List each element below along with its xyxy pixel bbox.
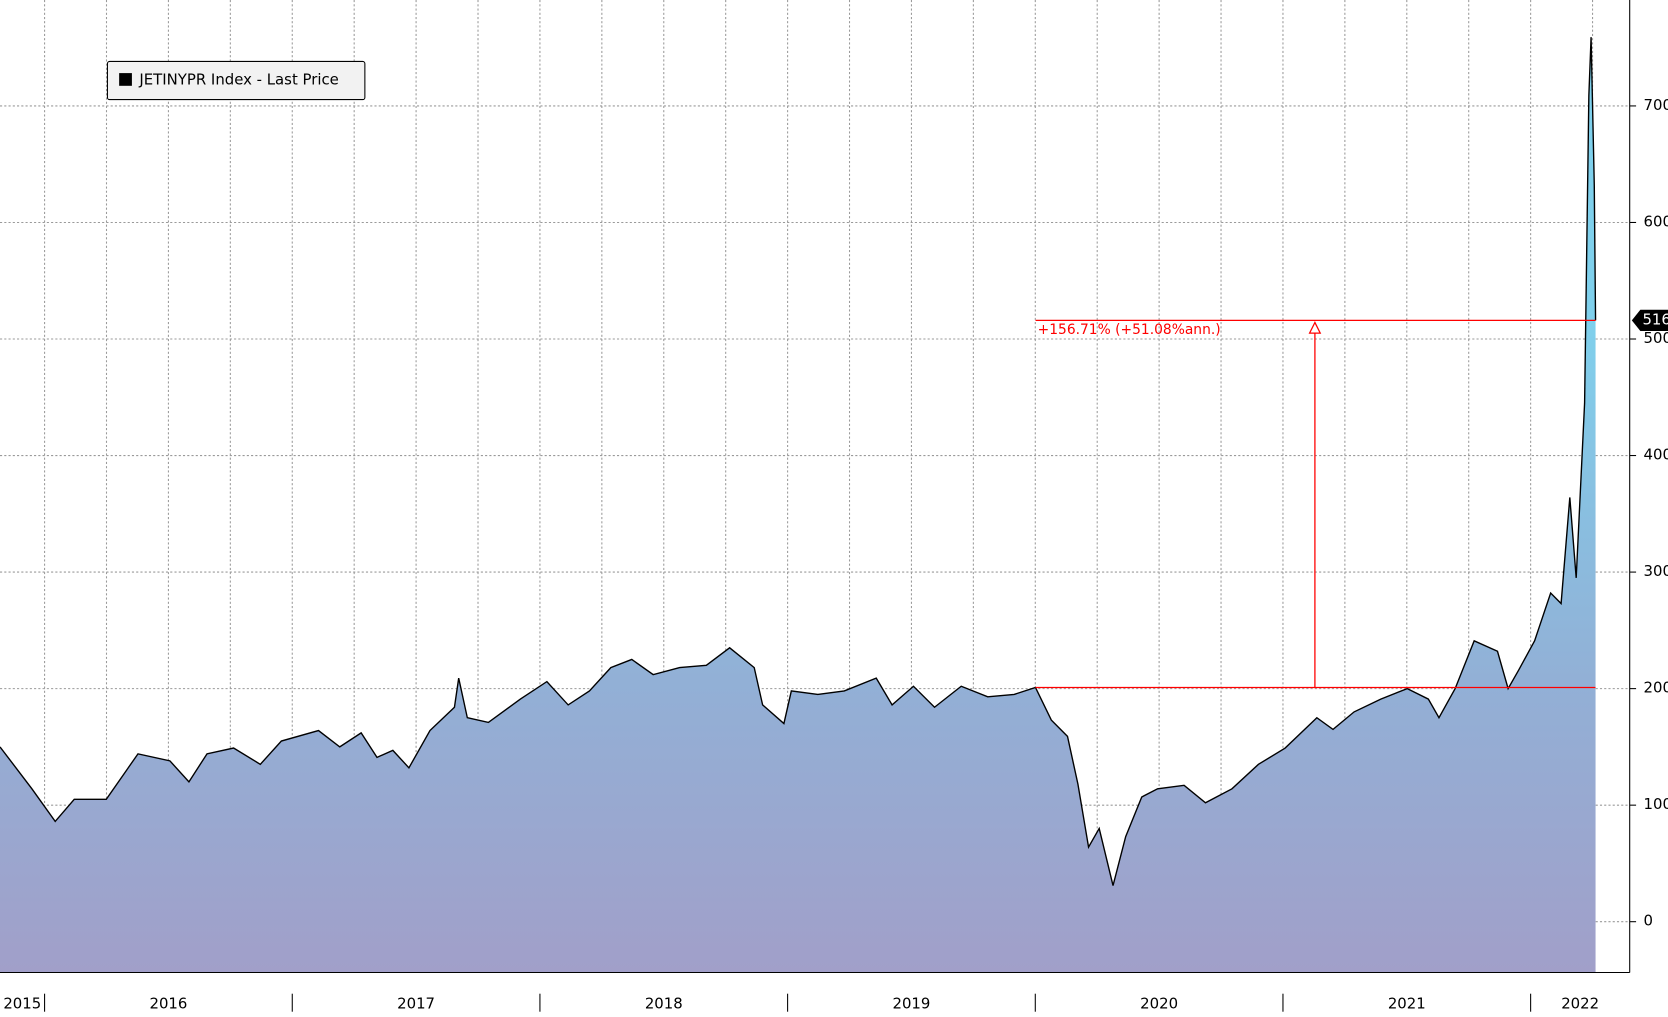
x-tick-label: 2021 (1388, 994, 1426, 1012)
annotation-arrowhead (1308, 321, 1322, 334)
x-tick-label: 2022 (1561, 994, 1599, 1012)
last-price-tag (1631, 309, 1668, 331)
x-tick-label: 2015 (3, 994, 41, 1012)
y-tick-label: 100 (1644, 795, 1668, 813)
area-fill (0, 37, 1596, 973)
y-tick-label: 0 (1644, 912, 1653, 930)
y-tick-label: 500 (1644, 329, 1668, 347)
legend-label: JETINYPR Index - Last Price (138, 71, 338, 89)
x-tick-label: 2017 (397, 994, 435, 1012)
x-tick-label: 2020 (1140, 994, 1178, 1012)
x-tick-label: 2016 (149, 994, 187, 1012)
annotation-label: +156.71% (+51.08%ann.) (1038, 322, 1221, 338)
plot-area (0, 37, 1597, 973)
x-tick-label: 2018 (645, 994, 683, 1012)
legend-swatch (119, 73, 132, 86)
y-tick-label: 600 (1644, 212, 1668, 230)
price-line (0, 37, 1597, 886)
y-tick-label: 300 (1644, 562, 1668, 580)
y-tick-label: 700 (1644, 96, 1668, 114)
x-tick-label: 2019 (892, 994, 930, 1012)
y-tick-label: 200 (1644, 679, 1668, 697)
legend-box (106, 60, 366, 101)
last-price-label: 516 (1642, 310, 1668, 328)
legend: JETINYPR Index - Last Price (106, 60, 366, 101)
y-tick-label: 400 (1644, 446, 1668, 464)
